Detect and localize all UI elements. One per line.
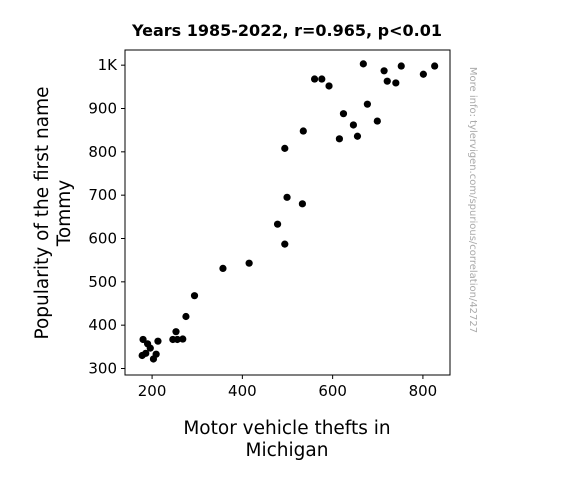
plot-frame: [124, 49, 451, 376]
data-point: [139, 335, 147, 344]
y-tick-label: 700: [88, 186, 117, 204]
data-point: [273, 220, 282, 228]
data-point: [373, 117, 381, 125]
x-tick-label: 600: [318, 382, 347, 400]
data-point: [154, 337, 162, 345]
data-point: [179, 335, 187, 343]
data-point: [325, 82, 333, 90]
data-point: [152, 350, 160, 358]
data-point: [318, 75, 326, 83]
y-tick-label: 1K: [98, 56, 119, 74]
watermark-text: More info: tylervigen.com/spurious/corre…: [467, 67, 478, 333]
data-point: [383, 77, 391, 85]
x-axis-label-line-1: Motor vehicle thefts in: [183, 418, 390, 439]
y-tick-label: 900: [88, 100, 117, 118]
x-tick-label: 200: [138, 382, 167, 400]
data-point: [363, 100, 371, 108]
data-point: [245, 259, 253, 267]
data-point: [392, 79, 400, 87]
data-point: [281, 144, 289, 152]
x-tick-label: 400: [228, 382, 257, 400]
data-point: [353, 132, 362, 140]
y-tick-label: 400: [88, 316, 117, 334]
data-point: [310, 75, 319, 83]
data-point: [419, 70, 427, 78]
data-point: [299, 127, 307, 135]
data-point: [173, 335, 181, 344]
data-point: [219, 264, 227, 272]
x-axis: 200 400 600 800: [138, 375, 437, 400]
x-axis-label-line-2: Michigan: [246, 440, 329, 461]
y-axis-label-line-1: Popularity of the first name: [32, 86, 53, 339]
x-tick-label: 800: [409, 382, 438, 400]
y-tick-label: 600: [88, 230, 117, 248]
data-point: [339, 110, 348, 118]
y-axis-label-line-2: Tommy: [54, 180, 75, 248]
chart-title: Years 1985-2022, r=0.965, p<0.01: [131, 21, 442, 40]
data-point: [190, 292, 199, 300]
data-point: [335, 135, 344, 143]
data-point: [182, 312, 190, 321]
data-point: [298, 200, 306, 208]
plot-area: 200 400 600 800 300 400 500 600 700 800 900 1K: [88, 49, 451, 400]
y-tick-label: 300: [88, 360, 117, 378]
y-axis: 300 400 500 600 700 800 900 1K: [88, 56, 125, 378]
data-point: [431, 62, 439, 70]
data-point: [142, 349, 150, 357]
data-point: [281, 240, 289, 248]
data-points: [138, 60, 439, 363]
data-point: [283, 193, 291, 201]
data-point: [397, 62, 405, 70]
y-tick-label: 800: [88, 143, 117, 161]
data-point: [172, 328, 180, 336]
data-point: [380, 67, 388, 75]
y-tick-label: 500: [88, 273, 117, 291]
data-point: [349, 121, 358, 129]
data-point: [146, 344, 154, 352]
data-point: [359, 60, 367, 68]
